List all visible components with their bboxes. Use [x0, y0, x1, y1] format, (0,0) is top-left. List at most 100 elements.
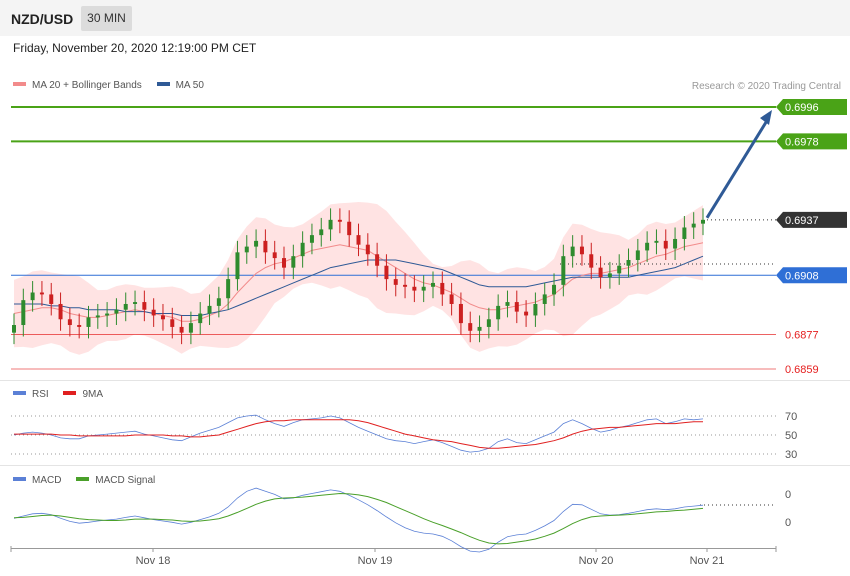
candle: [58, 303, 63, 320]
level-tag: [776, 211, 847, 228]
candle: [701, 219, 705, 224]
candle: [151, 309, 156, 316]
level-label: 0.6877: [785, 330, 819, 342]
candle: [254, 240, 259, 247]
candle: [579, 246, 584, 255]
candle: [39, 292, 44, 295]
candle: [30, 292, 35, 301]
bollinger-band-fill: [14, 202, 703, 355]
candle: [458, 303, 463, 324]
macd-tick: 0: [785, 489, 791, 501]
candle: [337, 219, 342, 222]
ma20-legend-swatch: [13, 82, 26, 87]
candle: [486, 319, 491, 327]
macd-tick: 0: [785, 517, 791, 529]
candle: [561, 256, 566, 285]
candle: [95, 315, 100, 318]
candle: [49, 294, 54, 304]
macd-legend-swatch: [13, 477, 26, 482]
macd-signal-legend-label: MACD Signal: [95, 475, 156, 486]
candle: [645, 242, 650, 251]
rsi-tick: 70: [785, 411, 797, 423]
candle: [607, 273, 612, 278]
candle: [282, 258, 287, 268]
candle: [263, 240, 268, 253]
level-labels: 0.6996 0.6978 0.6937 0.6908 0.6877 0.6859: [776, 99, 847, 376]
time-tick-label: Nov 21: [690, 555, 725, 567]
candle: [617, 265, 622, 274]
candles: [12, 208, 705, 345]
bollinger-band: [14, 202, 703, 355]
candle: [524, 311, 529, 316]
candle: [291, 256, 296, 268]
macd-panel: 00: [13, 487, 791, 553]
level-tag: [776, 99, 847, 115]
candle: [319, 229, 324, 236]
level-label: 0.6937: [785, 215, 819, 227]
macd-legend: MACD MACD Signal: [13, 475, 155, 486]
forecast-arrowhead: [760, 110, 772, 125]
top-bar: NZD/USD 30 MIN: [0, 0, 850, 36]
candle: [505, 302, 510, 306]
candle: [123, 303, 128, 310]
candle: [328, 219, 333, 230]
time-tick-label: Nov 20: [579, 555, 614, 567]
candle: [365, 244, 370, 255]
candle: [179, 326, 184, 333]
rsi-tick: 50: [785, 430, 797, 442]
candle: [216, 298, 221, 306]
candle: [170, 319, 175, 327]
time-axis-labels: Nov 18 Nov 19 Nov 20 Nov 21: [10, 546, 777, 567]
rsi-tick: 30: [785, 449, 797, 461]
candle: [244, 246, 249, 253]
candle: [552, 284, 557, 295]
candle: [440, 282, 445, 295]
level-lines: [11, 106, 776, 370]
level-label: 0.6908: [785, 270, 819, 282]
candle: [347, 221, 352, 236]
candle: [496, 305, 501, 320]
level-label: 0.6978: [785, 136, 819, 148]
level-label: 0.6996: [785, 102, 819, 114]
macd-signal-line: [13, 492, 704, 545]
macd-line: [13, 487, 704, 553]
candle: [272, 252, 277, 259]
candle: [403, 284, 408, 287]
candle: [12, 325, 16, 333]
candle: [626, 259, 631, 266]
rsi-line: [13, 414, 704, 453]
candle: [67, 319, 72, 326]
chart-date: Friday, November 20, 2020 12:19:00 PM CE…: [13, 41, 257, 55]
candle: [142, 302, 147, 310]
candle: [105, 313, 110, 316]
level-tag: [776, 133, 847, 150]
time-tick-label: Nov 18: [136, 555, 171, 567]
candle: [654, 240, 659, 243]
rsi-legend: RSI 9MA: [13, 389, 103, 400]
candle: [514, 302, 519, 312]
candle: [114, 309, 119, 314]
forecast-line: [705, 118, 770, 219]
candle: [412, 286, 417, 291]
candle: [421, 286, 426, 291]
candle: [468, 323, 473, 331]
candle: [235, 252, 240, 280]
candle: [356, 235, 361, 245]
candle: [384, 265, 389, 280]
instrument-title: NZD/USD: [11, 11, 74, 27]
rsi-ma-line: [14, 419, 703, 449]
rsi-legend-swatch: [13, 391, 26, 396]
candle: [160, 315, 165, 320]
rsi-legend-label: RSI: [32, 389, 49, 400]
candle: [309, 235, 314, 243]
timeframe-button[interactable]: 30 MIN: [81, 6, 132, 31]
candle: [198, 313, 203, 324]
candle: [598, 267, 603, 278]
candle: [691, 223, 696, 228]
research-credit: Research © 2020 Trading Central: [691, 81, 841, 92]
candle: [188, 323, 193, 333]
candle: [86, 317, 91, 327]
candle: [393, 279, 398, 285]
candle: [589, 254, 594, 268]
